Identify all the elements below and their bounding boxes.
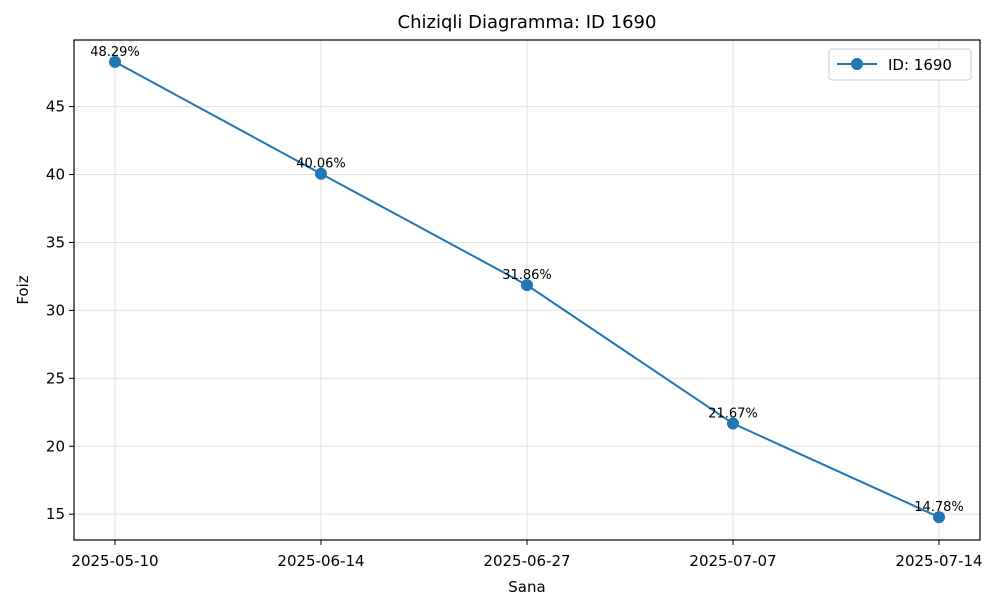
data-label: 40.06% — [296, 157, 346, 172]
y-tick-label: 35 — [46, 233, 65, 251]
x-tick-label: 2025-07-07 — [689, 552, 776, 570]
data-point — [727, 417, 739, 430]
legend-series-label: ID: 1690 — [888, 56, 952, 74]
y-tick-label: 45 — [46, 98, 65, 116]
y-axis-label: Foiz — [14, 275, 32, 304]
y-tick-label: 40 — [46, 166, 65, 184]
legend: ID: 1690 — [828, 48, 972, 81]
data-point — [109, 55, 121, 68]
y-ticks: 15 20 25 30 35 40 45 — [46, 98, 74, 523]
x-tick-label: 2025-05-10 — [71, 552, 158, 570]
data-point — [521, 279, 533, 292]
data-point — [933, 511, 945, 524]
data-label: 14.78% — [914, 500, 964, 515]
series-layer — [109, 55, 945, 524]
y-tick-label: 25 — [46, 369, 65, 387]
x-ticks: 2025-05-10 2025-06-14 2025-06-27 2025-07-07… — [71, 540, 983, 570]
legend-marker-swatch — [851, 58, 863, 70]
x-tick-label: 2025-06-27 — [483, 552, 570, 570]
y-tick-label: 20 — [46, 437, 65, 455]
x-tick-label: 2025-07-14 — [895, 552, 982, 570]
data-label: 31.86% — [502, 268, 552, 283]
chart-title: Chiziqli Diagramma: ID 1690 — [398, 12, 657, 33]
y-tick-label: 30 — [46, 301, 65, 319]
data-label: 21.67% — [708, 407, 758, 422]
grid-layer — [74, 40, 980, 540]
data-point — [315, 167, 327, 180]
data-label: 48.29% — [90, 45, 140, 60]
data-labels: 48.29% 40.06% 31.86% 21.67% 14.78% — [90, 45, 964, 515]
x-tick-label: 2025-06-14 — [277, 552, 364, 570]
legend-box — [828, 48, 972, 81]
y-tick-label: 15 — [46, 505, 65, 523]
x-axis-label: Sana — [508, 578, 545, 596]
